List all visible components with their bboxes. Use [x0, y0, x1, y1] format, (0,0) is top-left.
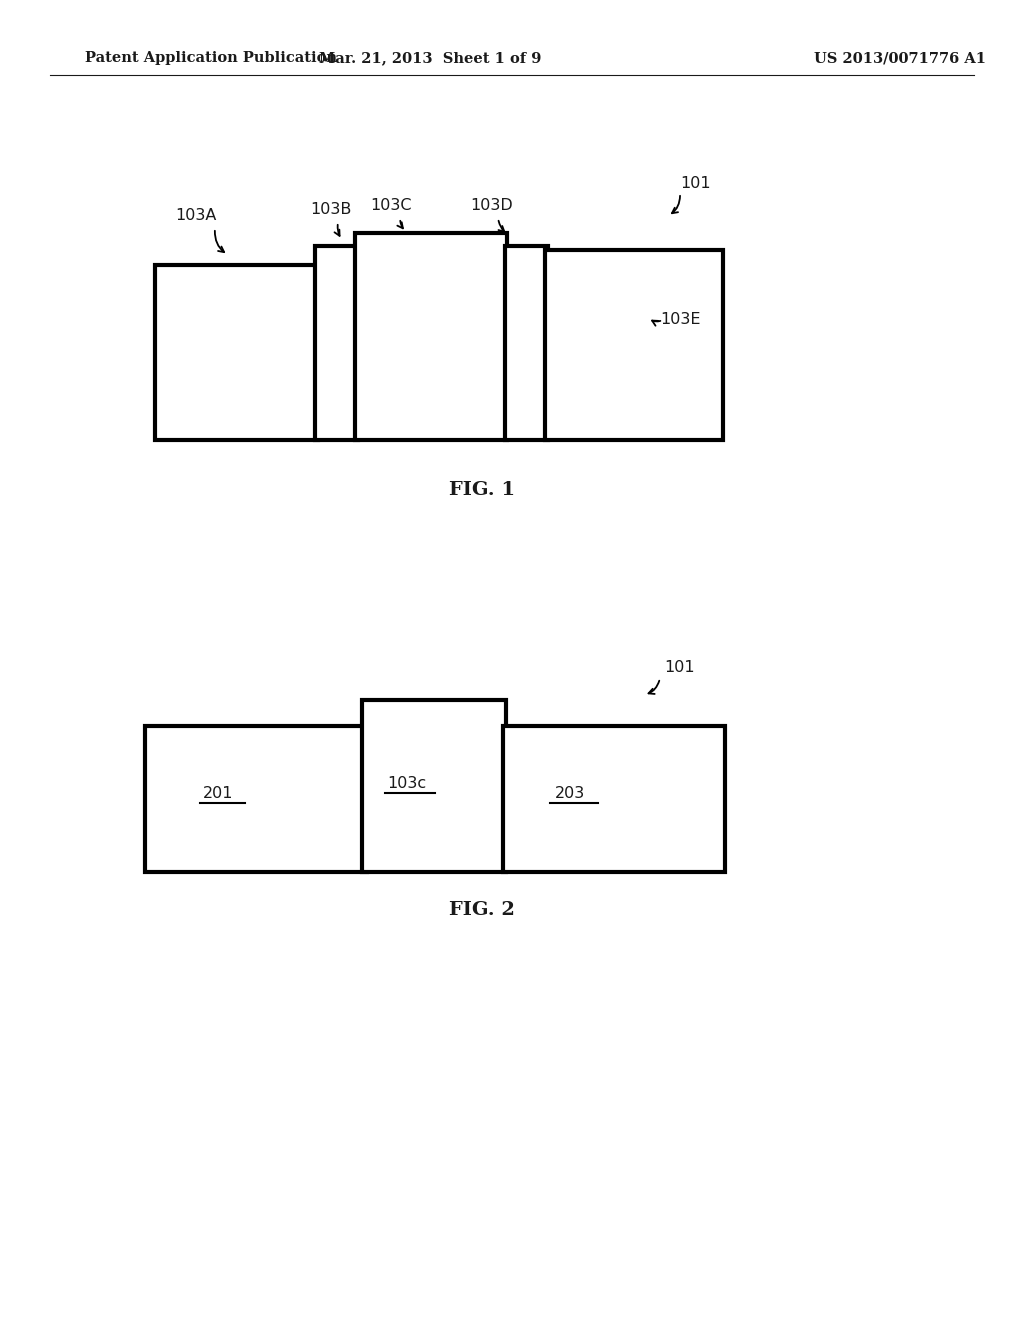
Text: 103B: 103B	[310, 202, 351, 218]
Text: 103A: 103A	[175, 207, 216, 223]
Text: Mar. 21, 2013  Sheet 1 of 9: Mar. 21, 2013 Sheet 1 of 9	[318, 51, 542, 65]
Bar	[545, 249, 723, 440]
Text: FIG. 1: FIG. 1	[449, 480, 515, 499]
Bar	[362, 700, 506, 873]
Text: 201: 201	[203, 785, 233, 800]
Bar	[155, 265, 318, 440]
Text: Patent Application Publication: Patent Application Publication	[85, 51, 337, 65]
Text: 103C: 103C	[370, 198, 412, 213]
Bar	[505, 246, 548, 440]
Bar	[145, 726, 367, 873]
Text: US 2013/0071776 A1: US 2013/0071776 A1	[814, 51, 986, 65]
Text: FIG. 2: FIG. 2	[450, 902, 515, 919]
Text: 103D: 103D	[470, 198, 513, 213]
Text: 101: 101	[680, 176, 711, 190]
Bar	[355, 234, 507, 440]
Bar	[503, 726, 725, 873]
Text: 103E: 103E	[660, 313, 700, 327]
Text: 203: 203	[555, 785, 585, 800]
Bar	[315, 246, 358, 440]
Text: 101: 101	[664, 660, 694, 676]
Text: 103c: 103c	[387, 776, 427, 791]
